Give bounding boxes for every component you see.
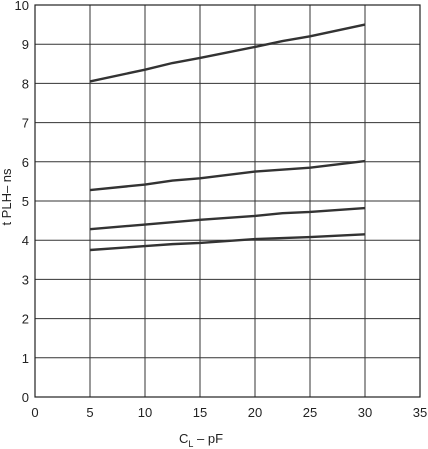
x-tick-label: 25 (303, 405, 317, 420)
y-tick-label: 2 (22, 312, 29, 327)
grid (34, 4, 421, 398)
x-axis-label: CL – pF (179, 431, 223, 449)
x-tick-label: 35 (413, 405, 427, 420)
plot-frame (34, 4, 421, 398)
y-tick-label: 9 (22, 37, 29, 52)
y-tick-labels: 0 1 2 3 4 5 6 7 8 9 10 (15, 0, 29, 405)
y-tick-label: 7 (22, 116, 29, 131)
series-line-4 (89, 233, 366, 252)
y-tick-label: 3 (22, 272, 29, 287)
x-axis-label-main: C (179, 431, 188, 446)
x-tick-label: 20 (248, 405, 262, 420)
series-group (89, 23, 366, 252)
y-tick-label: 8 (22, 76, 29, 91)
y-axis-label: t PLH– ns (0, 168, 14, 226)
x-axis-label-suffix: – pF (193, 431, 223, 446)
series-line-1 (89, 23, 366, 83)
y-tick-label: 5 (22, 194, 29, 209)
x-axis-label-subscript: L (188, 439, 193, 449)
y-tick-label: 4 (22, 233, 29, 248)
series-line-3 (89, 206, 366, 231)
x-tick-label: 10 (138, 405, 152, 420)
x-tick-label: 15 (193, 405, 207, 420)
y-tick-label: 1 (22, 351, 29, 366)
series-line-2 (89, 159, 366, 192)
y-tick-label: 10 (15, 0, 29, 13)
y-tick-label: 6 (22, 155, 29, 170)
x-tick-label: 5 (86, 405, 93, 420)
y-tick-label: 0 (22, 390, 29, 405)
x-tick-label: 0 (31, 405, 38, 420)
x-tick-labels: 0 5 10 15 20 25 30 35 (31, 405, 427, 420)
x-tick-label: 30 (358, 405, 372, 420)
